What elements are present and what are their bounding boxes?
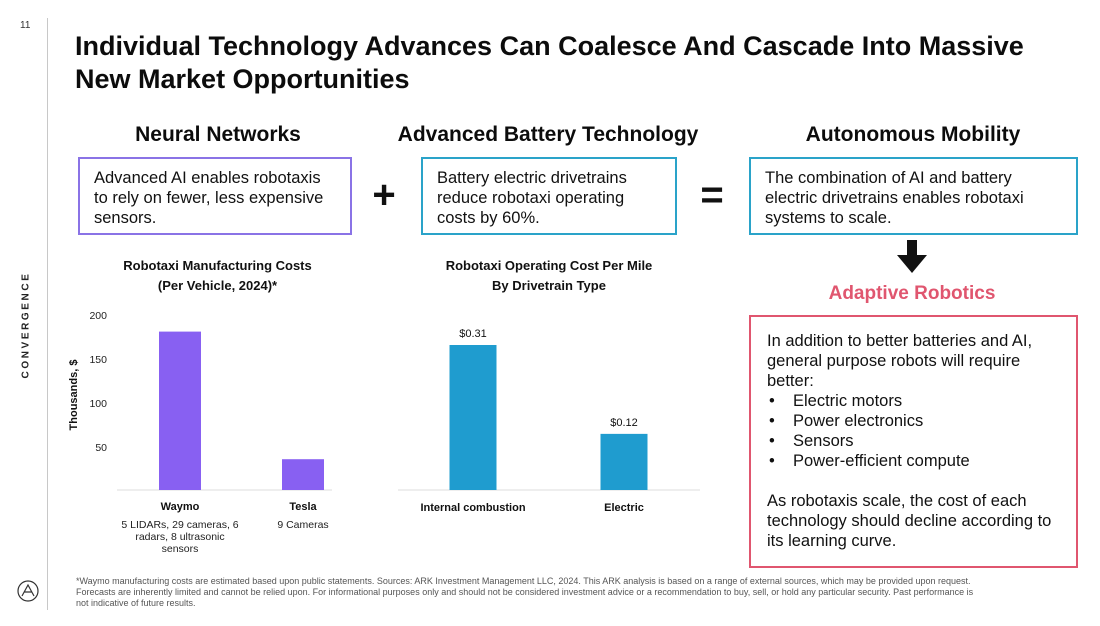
chart2-operating-cost: $0.31 $0.12 Internal combustion Electric [398, 328, 700, 514]
neural-networks-text: Advanced AI enables robotaxis to rely on… [94, 169, 324, 227]
bar-electric [600, 433, 648, 490]
chart2-title: Robotaxi Operating Cost Per Mile By Driv… [408, 256, 690, 296]
adaptive-intro: In addition to better batteries and AI, … [767, 332, 1033, 390]
bar-waymo [159, 331, 201, 490]
category-subtitle: radars, 8 ultrasonic [135, 531, 224, 543]
category-subtitle: 5 LIDARs, 29 cameras, 6 [121, 519, 238, 531]
page-title: Individual Technology Advances Can Coale… [75, 31, 1024, 94]
category-subtitle: sensors [162, 543, 199, 555]
list-item: Sensors [767, 431, 1060, 451]
brand-label: CONVERGENCE [6, 270, 46, 380]
category-label: Electric [604, 502, 644, 514]
list-item: Electric motors [767, 391, 1060, 411]
heading-battery-technology: Advanced Battery Technology [397, 123, 699, 146]
category-subtitle: 9 Cameras [277, 519, 328, 531]
y-tick: 50 [95, 442, 107, 454]
brand-text: CONVERGENCE [20, 271, 32, 379]
autonomous-mobility-text: The combination of AI and battery electr… [765, 169, 1024, 227]
y-tick: 150 [89, 354, 107, 366]
chart2-title-line1: Robotaxi Operating Cost Per Mile [445, 258, 653, 273]
battery-technology-box: Battery electric drivetrains reduce robo… [421, 157, 677, 235]
arrow-down-icon [897, 240, 927, 274]
chart1-manufacturing-costs: Thousands, $ 200 150 100 50 Waymo Tesla … [68, 310, 332, 555]
y-tick: 100 [89, 398, 107, 410]
chart1-title-line1: Robotaxi Manufacturing Costs [123, 258, 312, 273]
y-tick: 200 [89, 310, 107, 322]
equals-operator: = [700, 173, 724, 217]
list-item: Power electronics [767, 411, 1060, 431]
list-item: Power-efficient compute [767, 451, 1060, 471]
robot-requirements-list: Electric motors Power electronics Sensor… [767, 391, 1060, 471]
data-label: $0.31 [459, 328, 487, 340]
autonomous-mobility-box: The combination of AI and battery electr… [749, 157, 1078, 235]
category-label: Tesla [289, 501, 317, 513]
chart1-ylabel: Thousands, $ [68, 360, 80, 431]
plus-operator: + [372, 173, 396, 217]
category-label: Internal combustion [420, 502, 525, 514]
neural-networks-box: Advanced AI enables robotaxis to rely on… [78, 157, 352, 235]
page-number: 11 [20, 20, 31, 31]
adaptive-robotics-heading: Adaptive Robotics [828, 283, 996, 304]
heading-autonomous-mobility: Autonomous Mobility [805, 123, 1021, 146]
chart1-title: Robotaxi Manufacturing Costs (Per Vehicl… [95, 256, 340, 296]
adaptive-outro: As robotaxis scale, the cost of each tec… [767, 492, 1052, 550]
ark-logo-icon [16, 579, 40, 603]
chart2-title-line2: By Drivetrain Type [492, 278, 606, 293]
sidebar-divider [47, 18, 48, 610]
category-label: Waymo [161, 501, 200, 513]
data-label: $0.12 [610, 417, 638, 429]
chart1-title-line2: (Per Vehicle, 2024)* [157, 278, 278, 293]
bar-tesla [282, 459, 324, 490]
footnote: *Waymo manufacturing costs are estimated… [76, 576, 974, 608]
bar-internal-combustion [449, 345, 497, 490]
adaptive-robotics-box: In addition to better batteries and AI, … [749, 315, 1078, 568]
battery-technology-text: Battery electric drivetrains reduce robo… [437, 169, 627, 227]
heading-neural-networks: Neural Networks [135, 123, 301, 146]
